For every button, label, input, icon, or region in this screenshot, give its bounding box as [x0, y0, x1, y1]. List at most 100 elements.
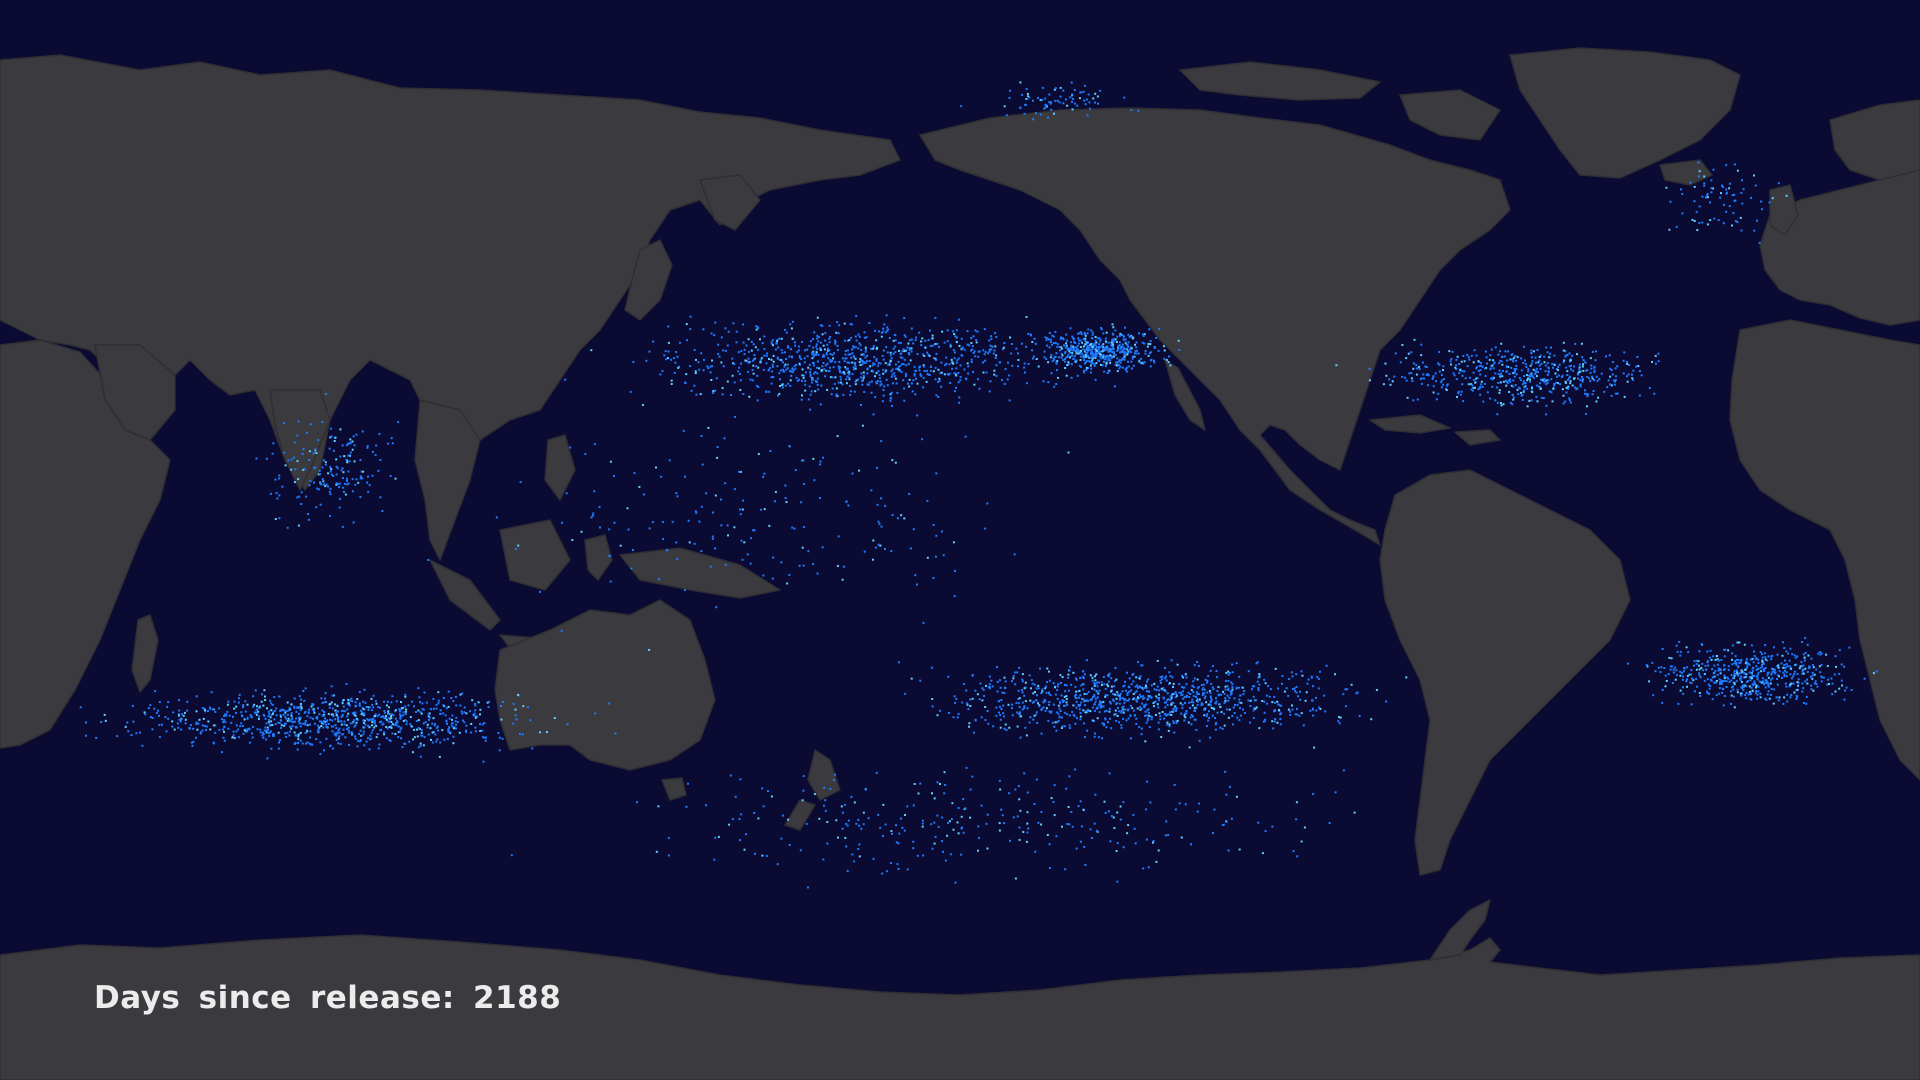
debris-particle	[998, 711, 1000, 714]
debris-particle	[257, 717, 260, 720]
debris-particle	[266, 757, 269, 760]
debris-particle	[1766, 681, 1769, 683]
debris-particle	[889, 360, 892, 362]
debris-particle	[282, 709, 285, 711]
debris-particle	[734, 795, 737, 798]
debris-particle	[394, 710, 397, 713]
debris-particle	[776, 339, 779, 341]
debris-particle	[319, 741, 322, 744]
debris-particle	[1212, 832, 1214, 835]
debris-particle	[801, 394, 803, 397]
debris-particle	[831, 376, 834, 379]
debris-particle	[1657, 666, 1660, 669]
australia-landmass	[494, 599, 716, 771]
debris-particle	[278, 695, 281, 698]
debris-particle	[1087, 355, 1090, 358]
debris-particle	[1053, 88, 1056, 91]
debris-particle	[1529, 380, 1532, 383]
debris-particle	[1135, 352, 1138, 355]
debris-particle	[321, 702, 324, 704]
debris-particle	[1091, 695, 1094, 698]
debris-particle	[1584, 361, 1587, 364]
debris-particle	[211, 708, 214, 711]
debris-particle	[1072, 345, 1075, 348]
debris-particle	[332, 475, 335, 477]
debris-particle	[1263, 711, 1266, 714]
debris-particle	[1445, 387, 1447, 390]
debris-particle	[743, 348, 746, 351]
debris-particle	[1539, 387, 1542, 390]
debris-particle	[1730, 702, 1732, 705]
debris-particle	[1130, 360, 1133, 363]
debris-particle	[925, 380, 928, 383]
debris-particle	[998, 822, 1001, 825]
debris-particle	[950, 358, 953, 361]
debris-particle	[1826, 683, 1829, 686]
debris-particle	[299, 725, 302, 728]
debris-particle	[1075, 847, 1078, 850]
debris-particle	[768, 390, 771, 393]
debris-particle	[1107, 341, 1110, 344]
debris-particle	[1103, 724, 1105, 727]
debris-particle	[963, 348, 966, 351]
debris-particle	[279, 709, 282, 712]
debris-particle	[359, 459, 362, 461]
debris-particle	[1772, 646, 1775, 649]
debris-particle	[745, 833, 748, 836]
debris-particle	[922, 386, 925, 389]
debris-particle	[1082, 670, 1085, 673]
debris-particle	[1110, 815, 1113, 818]
debris-particle	[1552, 366, 1554, 369]
debris-particle	[785, 358, 788, 360]
debris-particle	[1180, 712, 1183, 715]
debris-particle	[1432, 385, 1435, 388]
debris-particle	[1230, 817, 1233, 820]
debris-particle	[1521, 383, 1524, 386]
debris-particle	[103, 713, 106, 716]
debris-particle	[1238, 848, 1241, 851]
debris-particle	[149, 716, 152, 719]
debris-particle	[258, 706, 261, 709]
debris-particle	[1498, 369, 1501, 372]
debris-particle	[1077, 805, 1080, 807]
debris-particle	[322, 459, 325, 462]
debris-particle	[1746, 681, 1749, 684]
debris-particle	[223, 715, 226, 717]
debris-particle	[1132, 693, 1135, 695]
debris-particle	[825, 351, 828, 354]
debris-particle	[308, 450, 311, 453]
debris-particle	[847, 353, 850, 356]
debris-particle	[1073, 102, 1076, 105]
debris-particle	[1767, 655, 1770, 658]
debris-particle	[1752, 675, 1755, 677]
debris-particle	[1060, 352, 1063, 355]
debris-particle	[1165, 359, 1168, 361]
debris-particle	[293, 456, 295, 459]
debris-particle	[1810, 657, 1813, 660]
debris-particle	[1126, 370, 1129, 373]
debris-particle	[910, 327, 913, 330]
debris-particle	[1018, 838, 1021, 841]
debris-particle	[1063, 344, 1065, 347]
debris-particle	[1198, 693, 1200, 695]
debris-particle	[1769, 682, 1772, 685]
debris-particle	[1056, 685, 1059, 688]
debris-particle	[306, 431, 308, 434]
debris-particle	[1127, 365, 1130, 368]
debris-particle	[1727, 649, 1730, 652]
debris-particle	[1056, 721, 1059, 724]
debris-particle	[334, 732, 337, 735]
debris-particle	[1730, 679, 1733, 682]
debris-particle	[434, 723, 436, 726]
debris-particle	[915, 336, 918, 339]
debris-particle	[1030, 687, 1032, 690]
debris-particle	[859, 359, 862, 362]
debris-particle	[988, 350, 991, 353]
debris-particle	[761, 787, 764, 790]
debris-particle	[1072, 337, 1075, 340]
debris-particle	[882, 372, 885, 375]
debris-particle	[1715, 680, 1718, 682]
debris-particle	[1071, 354, 1074, 357]
debris-particle	[1073, 340, 1076, 343]
debris-particle	[858, 361, 861, 364]
